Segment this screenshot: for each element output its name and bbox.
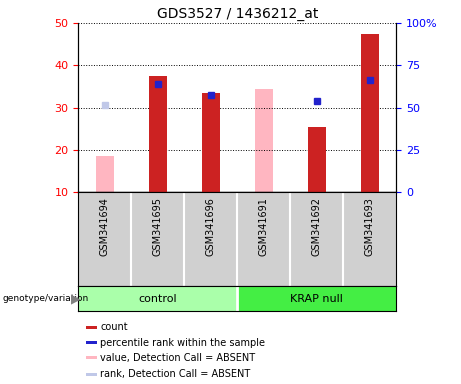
Text: rank, Detection Call = ABSENT: rank, Detection Call = ABSENT xyxy=(100,369,251,379)
Bar xyxy=(148,76,167,192)
Bar xyxy=(95,156,114,192)
Bar xyxy=(307,127,326,192)
Text: value, Detection Call = ABSENT: value, Detection Call = ABSENT xyxy=(100,353,255,363)
Text: genotype/variation: genotype/variation xyxy=(2,294,89,303)
Text: GSM341694: GSM341694 xyxy=(100,197,110,256)
Bar xyxy=(237,286,396,311)
Text: GSM341693: GSM341693 xyxy=(365,197,375,256)
Bar xyxy=(201,93,220,192)
Text: KRAP null: KRAP null xyxy=(290,293,343,304)
Bar xyxy=(361,34,379,192)
Text: ▶: ▶ xyxy=(71,292,81,305)
FancyBboxPatch shape xyxy=(86,326,97,329)
Text: GSM341692: GSM341692 xyxy=(312,197,322,256)
FancyBboxPatch shape xyxy=(86,341,97,344)
Bar xyxy=(254,89,273,192)
FancyBboxPatch shape xyxy=(86,373,97,376)
Text: GSM341695: GSM341695 xyxy=(153,197,163,256)
Title: GDS3527 / 1436212_at: GDS3527 / 1436212_at xyxy=(157,7,318,21)
Text: count: count xyxy=(100,322,128,332)
FancyBboxPatch shape xyxy=(86,356,97,359)
Text: GSM341691: GSM341691 xyxy=(259,197,269,256)
Text: control: control xyxy=(139,293,177,304)
Text: GSM341696: GSM341696 xyxy=(206,197,216,256)
Text: percentile rank within the sample: percentile rank within the sample xyxy=(100,338,266,348)
